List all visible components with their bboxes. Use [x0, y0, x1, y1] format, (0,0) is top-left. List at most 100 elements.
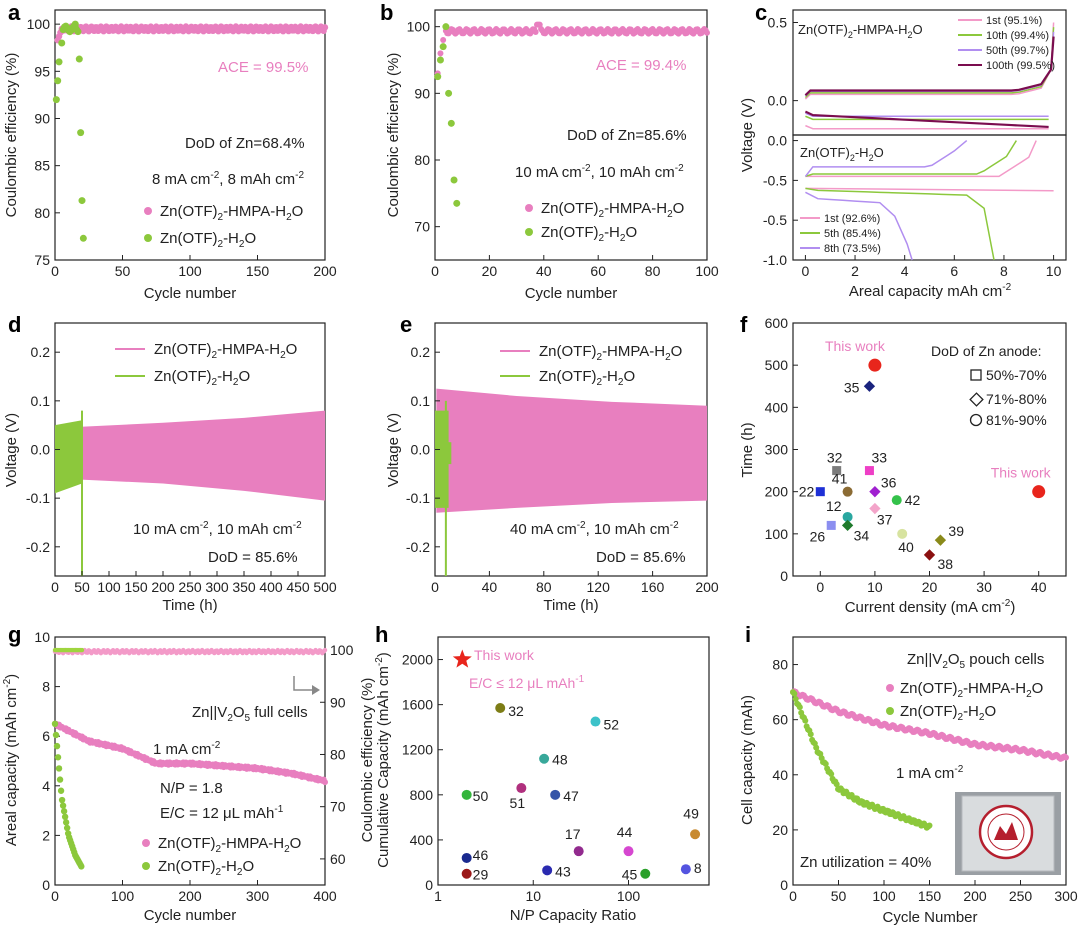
data-point-circle: [891, 495, 902, 506]
panel-g-label: g: [8, 622, 21, 647]
data-point-circle: [868, 358, 882, 372]
x-tick-label: 20: [482, 263, 498, 279]
x-tick-label: 150: [124, 579, 148, 595]
water-point: [55, 58, 63, 66]
water-capacity-point: [807, 731, 814, 738]
x-tick-label: 250: [1009, 888, 1033, 904]
x-tick-label: 0: [51, 263, 59, 279]
data-point-sphere: [542, 865, 553, 876]
y2-tick-label: 100: [330, 642, 354, 658]
legend-label: 1st (95.1%): [986, 15, 1042, 27]
panel-d-xlabel: Time (h): [162, 597, 217, 614]
panel-d-condition: 10 mA cm-2, 10 mAh cm-2: [133, 520, 302, 538]
x-tick-label: 0: [431, 263, 439, 279]
panel-c-xlabel: Areal capacity mAh cm-2: [849, 282, 1012, 300]
x-tick-label: 200: [151, 579, 175, 595]
ref-label: 33: [871, 450, 887, 466]
data-point-diamond: [841, 519, 854, 532]
data-point-sphere: [516, 783, 527, 794]
legend-water-label: Zn(OTF)2-H2O: [154, 368, 250, 388]
bottom-charge-curve: [805, 140, 1017, 178]
panel-c-top-title: Zn(OTF)2-HMPA-H2O: [798, 22, 923, 40]
panel-b-axes: 0 20 40 60 80 100 70 80 90 100: [407, 19, 719, 279]
legend-label: 50th (99.7%): [986, 45, 1049, 57]
ref-label: 32: [508, 703, 524, 719]
hmpa-ce-point: [322, 647, 328, 653]
water-point: [58, 39, 66, 47]
panel-a: a 0 50 100 150 200 75 80 85 90 95 100 Cycle number…: [3, 0, 337, 302]
panel-b-ace: ACE = 99.4%: [596, 57, 686, 74]
panel-e-axes: 0 40 80 120 160 200 -0.2 -0.1 0.0 0.1 0.2: [406, 344, 719, 595]
x-tick-label: 50: [115, 263, 131, 279]
panel-c-axes: 0 2 4 6 8 10 0.5 0.0 0.0 -0.5 -0.5 -1.0: [763, 15, 1062, 280]
y-tick-label: 400: [765, 399, 789, 415]
panel-g-np: N/P = 1.8: [160, 780, 223, 797]
panel-e-label: e: [400, 312, 412, 337]
panel-h-ec: E/C ≤ 12 μL mAh-1: [469, 674, 585, 691]
ref-label: 26: [810, 528, 826, 544]
panel-e: e 0 40 80 120 160 200 -0.2 -0.1 0.0 0.1 0.2 Time (…: [385, 312, 719, 614]
panel-i-ylabel: Cell capacity (mAh): [739, 695, 756, 825]
legend-marker-water: [525, 228, 533, 236]
x-tick-label: 100: [97, 579, 121, 595]
panel-a-condition: 8 mA cm-2, 8 mAh cm-2: [152, 170, 304, 188]
y-tick-label: 20: [772, 822, 788, 838]
hmpa-voltage-band: [436, 388, 707, 513]
legend-marker-hmpa: [525, 204, 533, 212]
water-capacity-point: [926, 822, 933, 829]
legend-dod-81-90: 81%-90%: [986, 412, 1047, 428]
x-tick-label: 300: [246, 888, 270, 904]
panel-c-top-legend: 1st (95.1%) 10th (99.4%) 50th (99.7%) 100th…: [958, 15, 1055, 72]
panel-d-axes: 0 50 100 150 200 250 300 350 400 450 500 -0.2 -0.1 0.…: [26, 344, 337, 595]
y-tick-label: 8: [42, 679, 50, 695]
x-tick-label: 10: [525, 888, 541, 904]
legend-hmpa-label: Zn(OTF)2-HMPA-H2O: [160, 203, 303, 223]
data-point-sphere: [461, 868, 472, 879]
water-capacity-point: [78, 863, 85, 870]
legend-square-icon: [970, 369, 982, 381]
panel-c-bottom-legend: 1st (92.6%) 5th (85.4%) 8th (73.5%): [800, 213, 881, 255]
legend-marker-hmpa: [142, 839, 150, 847]
panel-d-ylabel: Voltage (V): [3, 413, 20, 487]
water-capacity-point: [828, 771, 835, 778]
data-point-sphere: [690, 829, 701, 840]
panel-e-ylabel: Voltage (V): [385, 413, 402, 487]
panel-d-dod: DoD = 85.6%: [208, 549, 298, 566]
data-point-circle: [842, 511, 853, 522]
legend-diamond-icon: [969, 392, 984, 407]
y-tick-label: 0.1: [411, 393, 431, 409]
y-tick-label: 80: [772, 657, 788, 673]
hmpa-point: [532, 28, 539, 35]
water-capacity-point: [60, 808, 68, 815]
legend-marker-water: [144, 234, 152, 242]
ref-label: 32: [827, 450, 843, 466]
legend-hmpa-label: Zn(OTF)2-HMPA-H2O: [541, 200, 684, 220]
panel-e-dod: DoD = 85.6%: [596, 549, 686, 566]
water-capacity-point: [55, 765, 63, 772]
x-tick-label: 200: [963, 888, 987, 904]
water-capacity-point: [833, 781, 840, 788]
panel-c-data: [804, 22, 1055, 261]
ref-label: 8: [694, 860, 702, 876]
y-tick-label: -0.1: [406, 490, 430, 506]
data-point-circle: [842, 486, 853, 497]
x-tick-label: 350: [232, 579, 256, 595]
x-tick-label: 120: [587, 579, 611, 595]
ref-label: 38: [938, 556, 954, 572]
panel-i: i 0 50 100 150 200 250 300 0 20 40 60 80 Cycle Numb…: [739, 622, 1078, 926]
y-tick-label: 0: [42, 877, 50, 893]
x-tick-label: 80: [645, 263, 661, 279]
panel-g-xlabel: Cycle number: [144, 907, 237, 924]
ref-label: 34: [854, 527, 870, 543]
y-tick-label: 800: [410, 787, 434, 803]
data-point-sphere: [590, 716, 601, 727]
y-tick-label: 0: [780, 568, 788, 584]
panel-b-xlabel: Cycle number: [525, 285, 618, 302]
panel-i-current: 1 mA cm-2: [896, 764, 964, 782]
y-tick-label: 300: [765, 442, 789, 458]
y-tick-label: 1600: [402, 697, 433, 713]
y-tick-label: 0.2: [411, 344, 431, 360]
panel-c-bottom-title: Zn(OTF)2-H2O: [800, 145, 884, 163]
